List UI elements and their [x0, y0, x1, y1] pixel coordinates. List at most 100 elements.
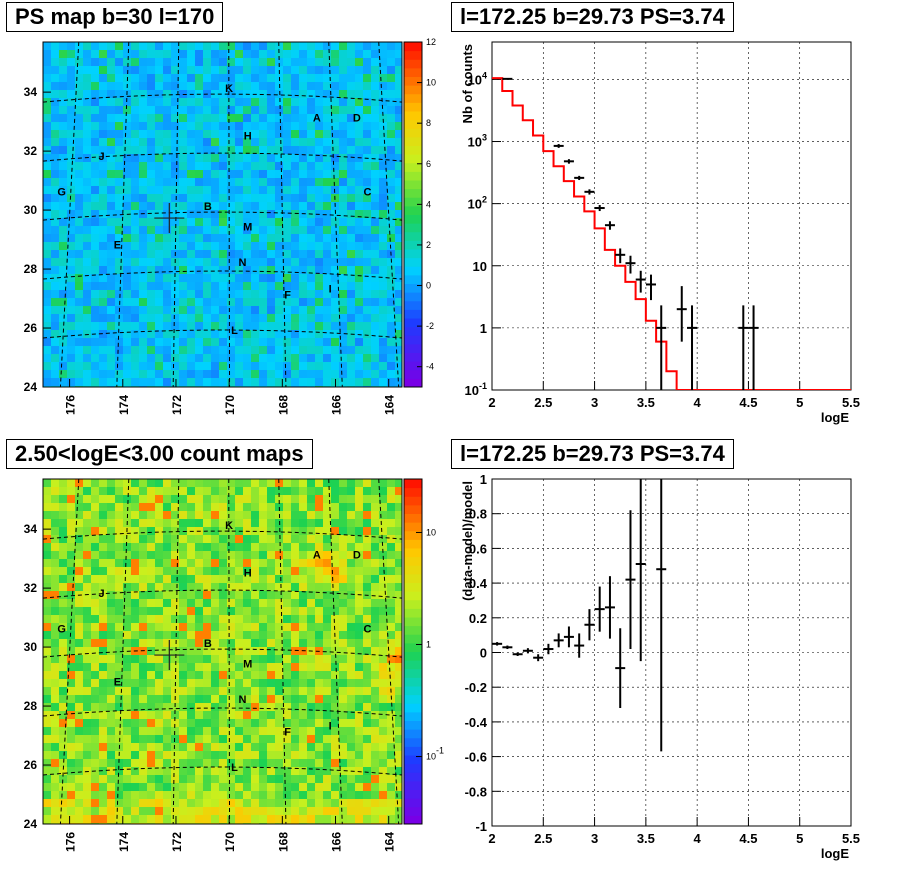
y-tick-label: 10-1: [465, 381, 487, 398]
y-tick-label: 0: [480, 646, 487, 661]
x-tick-label: 172: [170, 395, 184, 415]
longitude-line: [228, 42, 231, 387]
colorbar-step: [404, 634, 422, 644]
map-frame: [42, 478, 403, 825]
x-tick-label: 3.5: [637, 395, 655, 410]
colorbar-tick-label: 4: [426, 199, 431, 209]
longitude-line: [172, 479, 180, 824]
x-tick-label: 5.5: [842, 831, 860, 846]
source-label-c: C: [363, 623, 371, 635]
source-label-d: D: [353, 550, 361, 562]
colorbar-step: [404, 625, 422, 635]
colorbar-step: [404, 737, 422, 747]
colorbar-step: [404, 274, 422, 284]
x-tick-label: 2: [488, 831, 495, 846]
y-tick-label: -0.6: [465, 750, 487, 765]
colorbar-step: [404, 102, 422, 112]
colorbar-step: [404, 154, 422, 164]
colorbar-step: [404, 694, 422, 704]
residual-panel: 2 2.5 3 3.5 4 4.5 5 5.5 -1 -0.8 -0.6 -0.4 -0.2 0 0.2 0.…: [460, 472, 860, 861]
colorbar-step: [404, 50, 422, 60]
colorbar-step: [404, 772, 422, 782]
x-tick-label: 2.5: [534, 831, 552, 846]
source-label-c: C: [363, 186, 371, 198]
x-tick-label: 3: [591, 831, 598, 846]
colorbar-step: [404, 686, 422, 696]
x-tick-label: 4: [694, 831, 702, 846]
colorbar-step: [404, 85, 422, 95]
x-tick-label: 170: [223, 832, 237, 852]
coordinate-grid: [43, 479, 402, 824]
colorbar-step: [404, 197, 422, 207]
x-axis-label: logE: [821, 846, 849, 861]
colorbar-step: [404, 617, 422, 627]
source-label-i: I: [329, 721, 332, 733]
colorbar-step: [404, 763, 422, 773]
colorbar-tick-label: 8: [426, 118, 431, 128]
colorbar-step: [404, 755, 422, 765]
colorbar-step: [404, 249, 422, 259]
colorbar-step: [404, 522, 422, 532]
x-tick-label: 176: [64, 395, 78, 415]
x-tick-label: 168: [276, 832, 290, 852]
colorbar-step: [404, 573, 422, 583]
colorbar-step: [404, 780, 422, 790]
colorbar-step: [404, 76, 422, 86]
coordinate-grid: [43, 42, 402, 387]
x-tick-label: 4.5: [739, 831, 757, 846]
y-tick-label: 34: [24, 85, 38, 99]
colorbar-step: [404, 240, 422, 250]
longitude-line: [278, 42, 287, 387]
colorbar-step: [404, 496, 422, 506]
source-label-e: E: [114, 239, 121, 251]
source-label-h: H: [244, 567, 252, 579]
colorbar-tick-label: 10: [426, 78, 436, 88]
colorbar-step: [404, 548, 422, 558]
colorbar-step: [404, 42, 422, 52]
count-map-title: 2.50<logE<3.00 count maps: [6, 439, 313, 469]
y-tick-label: 28: [24, 699, 38, 713]
residual-frame: [491, 478, 852, 827]
source-label-n: N: [238, 694, 246, 706]
source-label-a: A: [313, 550, 321, 562]
colorbar-step: [404, 530, 422, 540]
source-label-m: M: [243, 222, 252, 234]
y-tick-label: 32: [24, 581, 38, 595]
source-label-a: A: [313, 113, 321, 125]
colorbar-step: [404, 188, 422, 198]
colorbar-step: [404, 128, 422, 138]
colorbar-step: [404, 352, 422, 362]
y-tick-label: 103: [468, 133, 487, 150]
longitude-line: [116, 42, 130, 387]
longitude-line: [328, 479, 343, 824]
source-label-l: L: [231, 325, 238, 337]
colorbar-step: [404, 798, 422, 808]
colorbar-tick-label: 6: [426, 159, 431, 169]
colorbar-step: [404, 642, 422, 652]
colorbar-step: [404, 326, 422, 336]
y-tick-label: -0.4: [465, 715, 488, 730]
colorbar-step: [404, 162, 422, 172]
colorbar-step: [404, 309, 422, 319]
colorbar-step: [404, 703, 422, 713]
source-label-f: F: [284, 727, 291, 739]
y-tick-label: 10: [473, 259, 487, 274]
x-axis-label: logE: [821, 410, 849, 425]
y-tick-label: 30: [24, 203, 38, 217]
colorbar-step: [404, 93, 422, 103]
colorbar-step: [404, 660, 422, 670]
colorbar-step: [404, 711, 422, 721]
source-label-n: N: [238, 257, 246, 269]
source-label-j: J: [98, 588, 104, 600]
y-tick-label: 30: [24, 640, 38, 654]
colorbar-step: [404, 145, 422, 155]
spectrum-panel: 2 2.5 3 3.5 4 4.5 5 5.5 10-1 1 10 102 103 104 logE Nb o…: [460, 41, 860, 425]
colorbar-frame: [403, 41, 423, 388]
x-tick-label: 4: [694, 395, 702, 410]
longitude-line: [172, 42, 180, 387]
map-pixels: [43, 479, 402, 824]
x-tick-label: 5.5: [842, 395, 860, 410]
y-tick-label: -0.2: [465, 680, 487, 695]
colorbar-step: [404, 266, 422, 276]
